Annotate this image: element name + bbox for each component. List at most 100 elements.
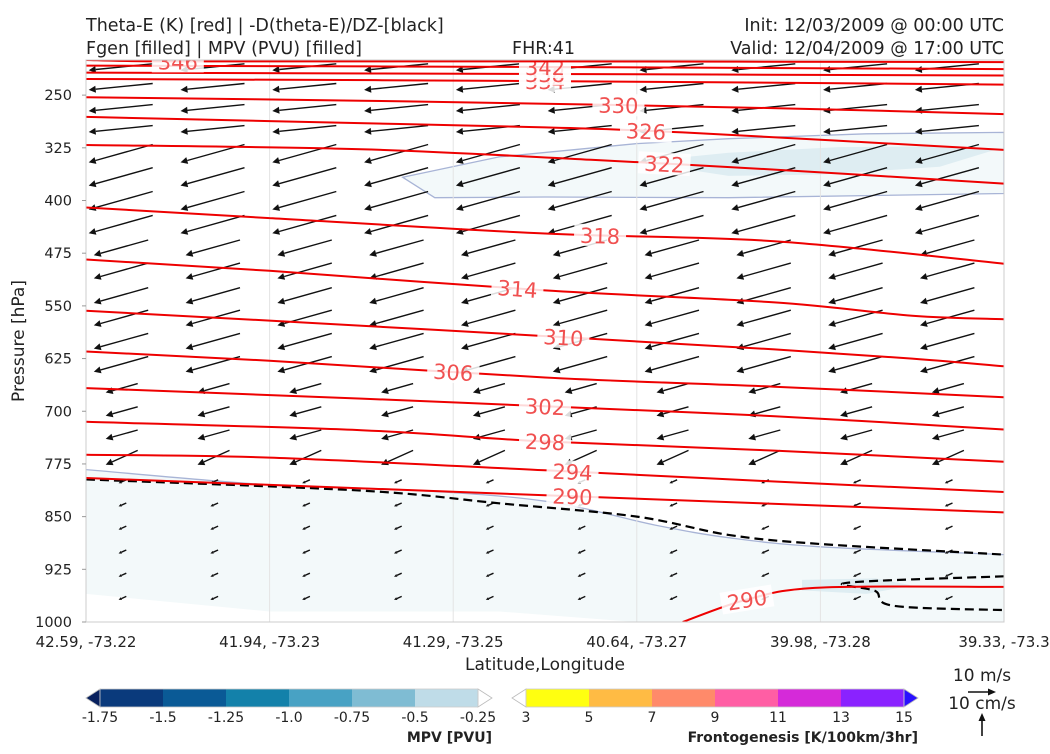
wind-vector	[95, 143, 153, 162]
wind-vector	[763, 549, 770, 553]
wind-vector-head	[289, 433, 297, 441]
wind-vector-head	[88, 106, 96, 114]
contour-label-bg	[536, 324, 590, 350]
wind-vector	[121, 525, 127, 530]
wind-vector	[663, 406, 689, 415]
wind-vector	[938, 449, 965, 463]
wind-vector-head	[455, 106, 464, 114]
wind-vector-head	[644, 297, 653, 305]
wind-vector-head	[277, 273, 286, 280]
wind-vector	[743, 309, 791, 325]
wind-vector	[834, 262, 883, 278]
wind-vector-head	[639, 228, 648, 235]
wind-vector	[212, 595, 219, 600]
wind-vector	[671, 479, 678, 483]
wind-vector	[371, 82, 429, 90]
contour-label-bg	[546, 459, 600, 484]
colorbar-tick-label: 5	[585, 710, 594, 726]
theta-e-contour-label: 346	[158, 50, 198, 74]
wind-vector	[278, 167, 337, 185]
wind-vector-head	[669, 550, 673, 554]
wind-vector-head	[656, 458, 665, 466]
wind-vector-head	[197, 410, 206, 418]
wind-vector-head	[840, 433, 848, 441]
wind-vector-head	[828, 320, 836, 327]
wind-vector-head	[210, 574, 214, 577]
wind-vector-head	[272, 66, 280, 73]
wind-vector	[100, 332, 149, 348]
wind-vector-head	[272, 85, 280, 93]
wind-vector-head	[577, 527, 581, 530]
wind-vector-head	[920, 320, 928, 327]
wind-vector-head	[828, 249, 836, 257]
colorbar-segment	[415, 689, 479, 707]
theta-e-contour-label: 322	[644, 152, 685, 178]
wind-vector-head	[394, 527, 398, 530]
theta-e-contour-label: 290	[552, 484, 593, 509]
wind-vector	[646, 214, 704, 233]
wind-vector-head	[180, 228, 189, 235]
wind-vector	[192, 332, 241, 348]
colorbar-tick-label: -1.25	[208, 710, 244, 726]
wind-vector	[488, 595, 494, 600]
wind-vector	[462, 143, 521, 162]
wind-vector-head	[461, 343, 469, 351]
wind-vector-head	[731, 127, 739, 135]
wind-vector	[295, 382, 322, 392]
wind-vector-head	[644, 273, 653, 280]
wind-vector	[100, 355, 149, 371]
wind-vector	[846, 449, 873, 463]
wind-vector	[947, 502, 953, 506]
x-tick-label: 41.94, -73.23	[219, 633, 320, 651]
wind-vector	[121, 502, 127, 506]
wind-vector	[304, 502, 311, 506]
wind-vector	[479, 406, 506, 415]
colorbar-segment	[841, 689, 905, 707]
theta-e-contour	[86, 206, 1004, 265]
wind-vector-head	[118, 527, 122, 530]
wind-vector	[646, 167, 704, 185]
wind-vector	[570, 449, 597, 463]
wind-vector-head	[302, 597, 306, 600]
wind-vector	[926, 332, 975, 348]
colorbar-segment	[352, 689, 416, 707]
reference-vectors: 10 m/s 10 cm/s	[948, 666, 1016, 736]
wind-vector	[554, 214, 612, 233]
wind-vector-head	[931, 410, 940, 418]
wind-vector-head	[577, 550, 581, 554]
wind-vector-head	[180, 106, 188, 114]
wind-vector	[926, 287, 975, 302]
wind-vector	[754, 406, 781, 415]
wind-vector-head	[828, 343, 836, 351]
wind-vector	[375, 262, 424, 278]
wind-vector-head	[118, 503, 122, 507]
theta-e-contour	[86, 453, 1004, 493]
wind-vector-head	[272, 106, 280, 114]
wind-vector	[204, 382, 230, 392]
wind-vector	[846, 429, 873, 438]
wind-vector	[396, 502, 402, 506]
wind-vector-head	[823, 66, 831, 73]
wind-vector-head	[920, 343, 928, 351]
wind-vector	[646, 190, 704, 209]
wind-vector-head	[828, 366, 836, 374]
y-tick-label: 475	[44, 246, 72, 262]
wind-vector-head	[302, 480, 306, 484]
y-tick-label: 700	[44, 404, 72, 420]
theta-e-contour-label: 342	[525, 56, 565, 80]
colorbar-label: Frontogenesis [K/100km/3hr]	[688, 730, 918, 746]
wind-vector	[375, 309, 424, 325]
wind-vector-head	[105, 433, 114, 441]
wind-vector	[559, 262, 608, 278]
theta-e-contour	[86, 477, 1004, 514]
wind-vector	[192, 287, 241, 302]
wind-vector-head	[381, 433, 389, 441]
theta-e-contour	[86, 60, 1004, 64]
wind-vector-head	[731, 228, 739, 235]
wind-vector	[212, 502, 219, 506]
wind-vector-head	[302, 527, 306, 530]
wind-vector	[121, 595, 127, 600]
wind-vector-head	[944, 527, 949, 530]
wind-vector	[559, 287, 608, 302]
